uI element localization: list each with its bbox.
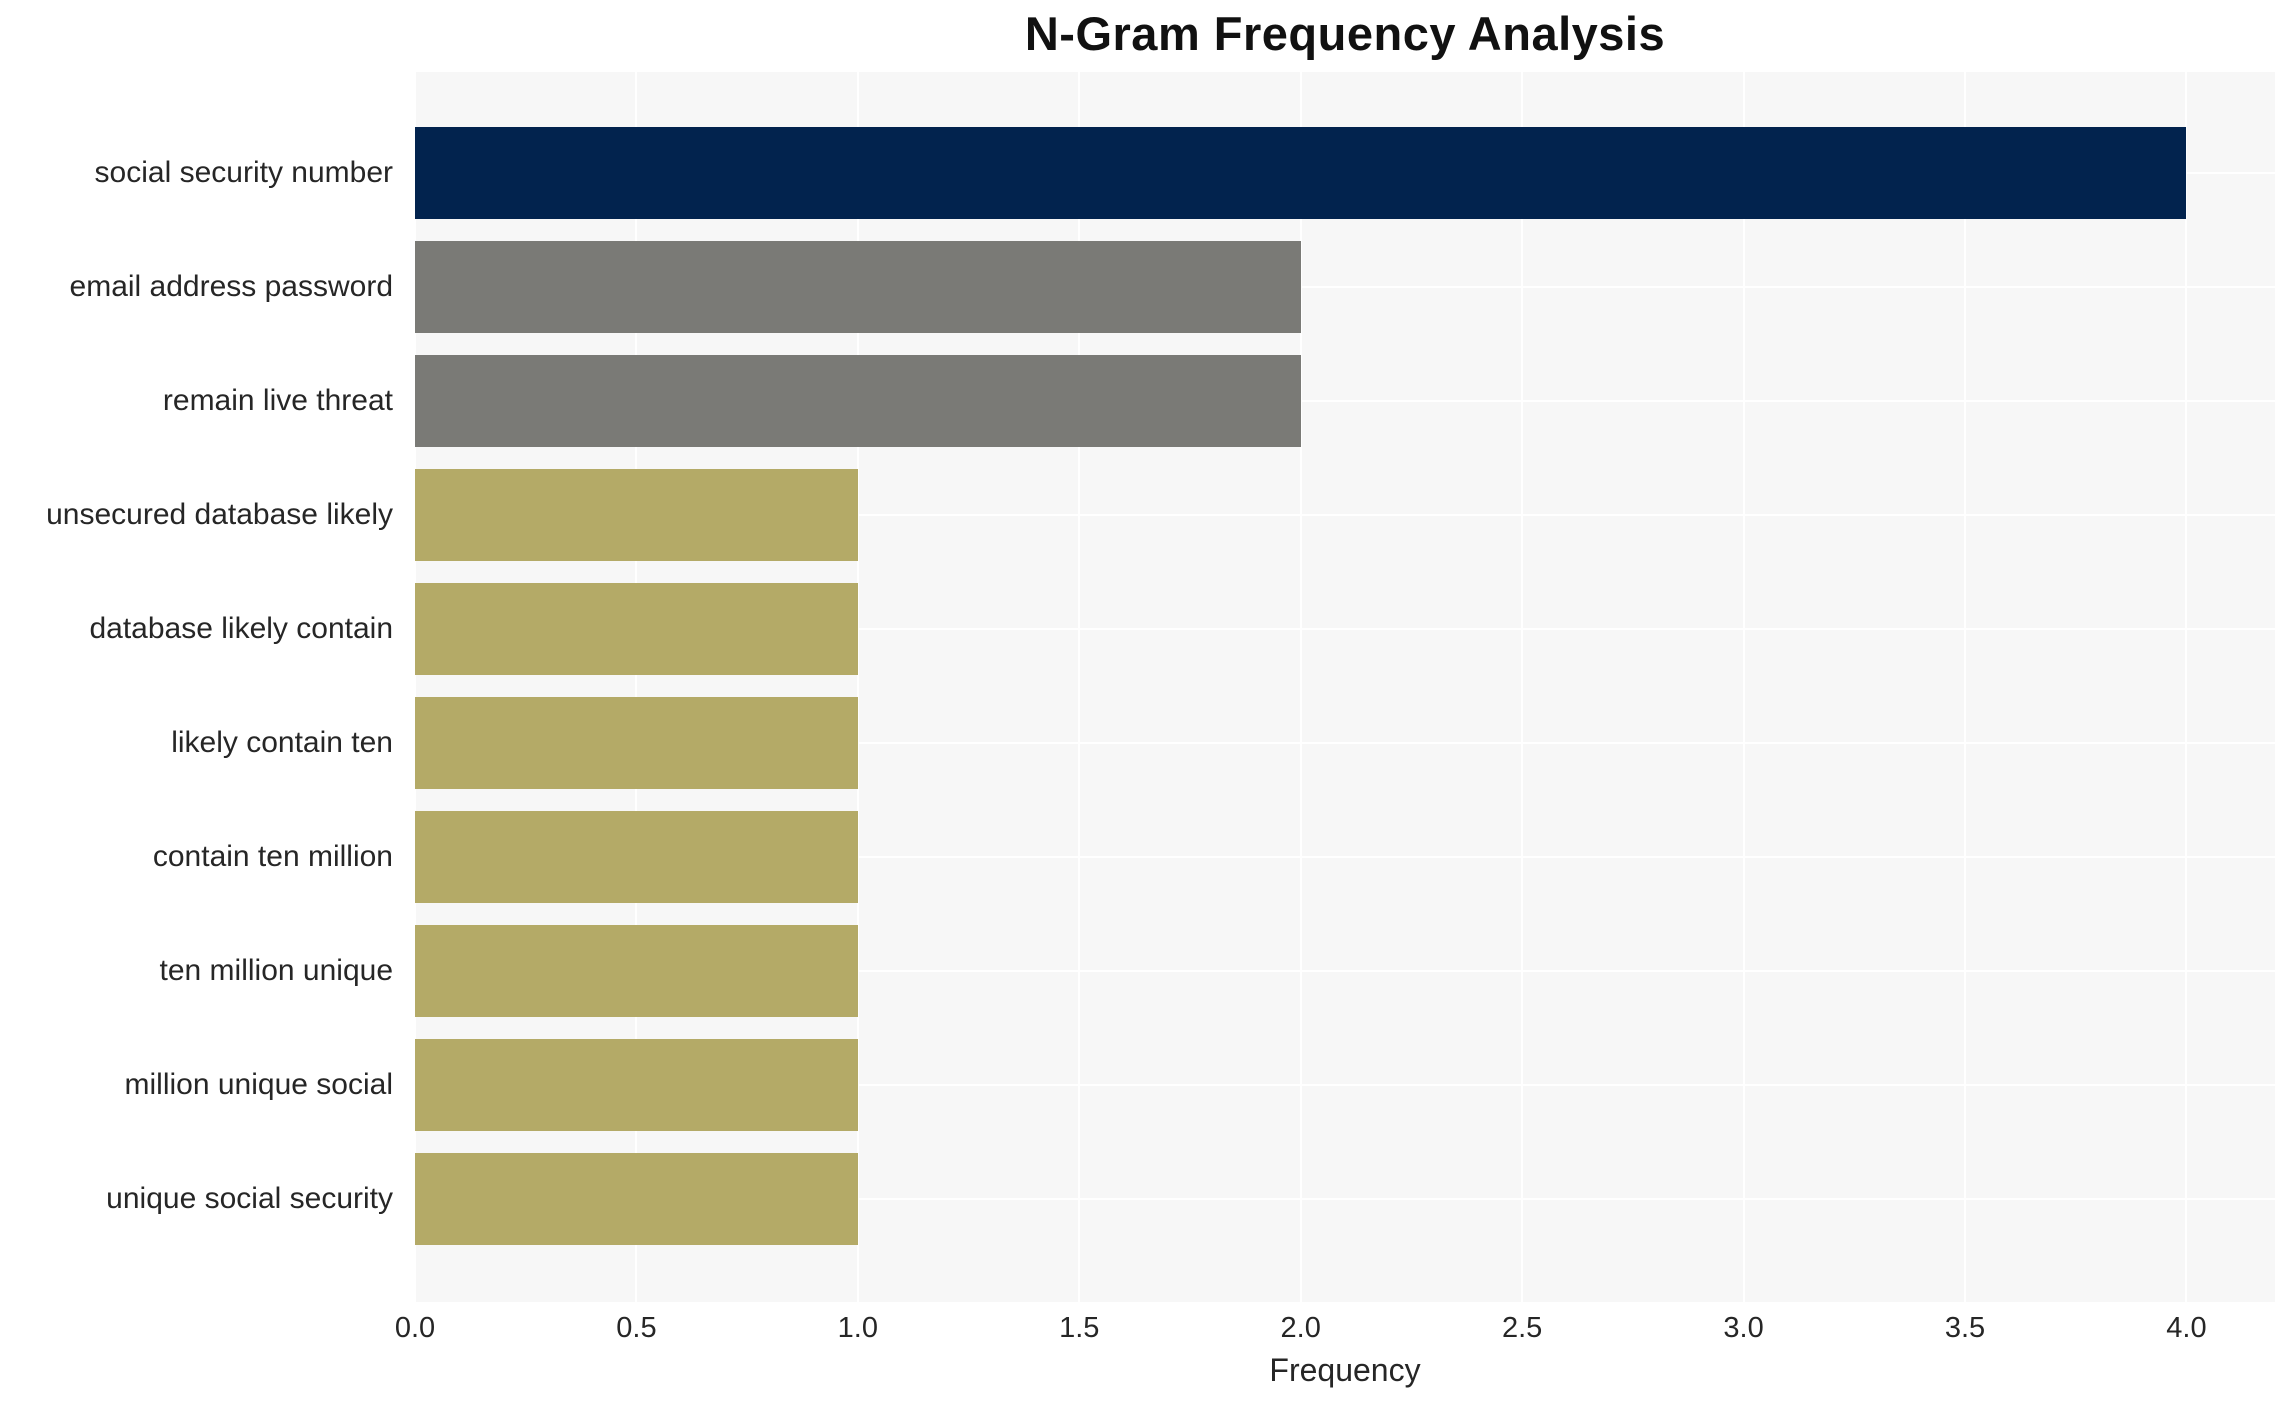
- x-gridline: [1521, 72, 1524, 1302]
- x-gridline: [1964, 72, 1966, 1302]
- bar: [415, 1153, 858, 1245]
- bar: [415, 697, 858, 789]
- x-gridline: [1742, 72, 1745, 1302]
- x-gridline: [415, 72, 416, 1302]
- bar: [415, 925, 858, 1017]
- y-gridline: [415, 742, 2275, 744]
- y-gridline: [415, 628, 2275, 630]
- bar: [415, 355, 1301, 447]
- y-gridline: [415, 970, 2275, 972]
- x-tick-label: 2.5: [1501, 1312, 1543, 1344]
- y-gridline: [415, 1198, 2275, 1200]
- x-gridline: [1299, 72, 1302, 1302]
- y-axis-label: unique social security: [106, 1182, 393, 1215]
- bar: [415, 583, 858, 675]
- bar: [415, 127, 2187, 219]
- x-tick-label: 0.0: [394, 1312, 436, 1344]
- x-tick-label: 1.5: [1059, 1312, 1100, 1344]
- chart-title: N-Gram Frequency Analysis: [1024, 7, 1666, 60]
- y-axis-labels: social security number email address pass…: [0, 72, 403, 1302]
- x-tick-label: 0.5: [616, 1312, 657, 1344]
- x-tick-label: 1.0: [837, 1312, 879, 1344]
- plot-area: [415, 72, 2275, 1302]
- y-axis-label: contain ten million: [152, 840, 393, 873]
- x-tick-label: 4.0: [2166, 1312, 2207, 1344]
- y-gridline: [415, 400, 2275, 402]
- y-axis-label: likely contain ten: [171, 726, 393, 759]
- y-axis-label: million unique social: [124, 1068, 393, 1101]
- x-tick-label: 3.0: [1723, 1312, 1764, 1344]
- x-gridline: [635, 72, 638, 1302]
- y-axis-label: social security number: [94, 156, 393, 189]
- x-axis-ticks: 0.0 0.5 1.0 1.5 2.0 2.5 3.0 3.5 4.0: [395, 1312, 2275, 1354]
- bar: [415, 469, 858, 561]
- bar: [415, 811, 858, 903]
- y-axis-label: database likely contain: [89, 612, 393, 645]
- bar: [415, 241, 1301, 333]
- y-gridline: [415, 856, 2275, 858]
- y-axis-label: remain live threat: [162, 384, 393, 417]
- x-gridline: [2185, 72, 2188, 1302]
- bar: [415, 1039, 858, 1131]
- x-gridline: [1078, 72, 1081, 1302]
- y-axis-label: email address password: [69, 270, 393, 303]
- x-tick-label: 2.0: [1280, 1312, 1321, 1344]
- y-axis-label: unsecured database likely: [46, 498, 393, 531]
- y-axis-label: ten million unique: [159, 954, 393, 987]
- y-gridline: [415, 1084, 2275, 1086]
- x-gridline: [856, 72, 859, 1302]
- x-tick-label: 3.5: [1944, 1312, 1986, 1344]
- y-gridline: [415, 286, 2275, 288]
- y-gridline: [415, 514, 2275, 516]
- x-axis-title: Frequency: [1269, 1352, 1421, 1388]
